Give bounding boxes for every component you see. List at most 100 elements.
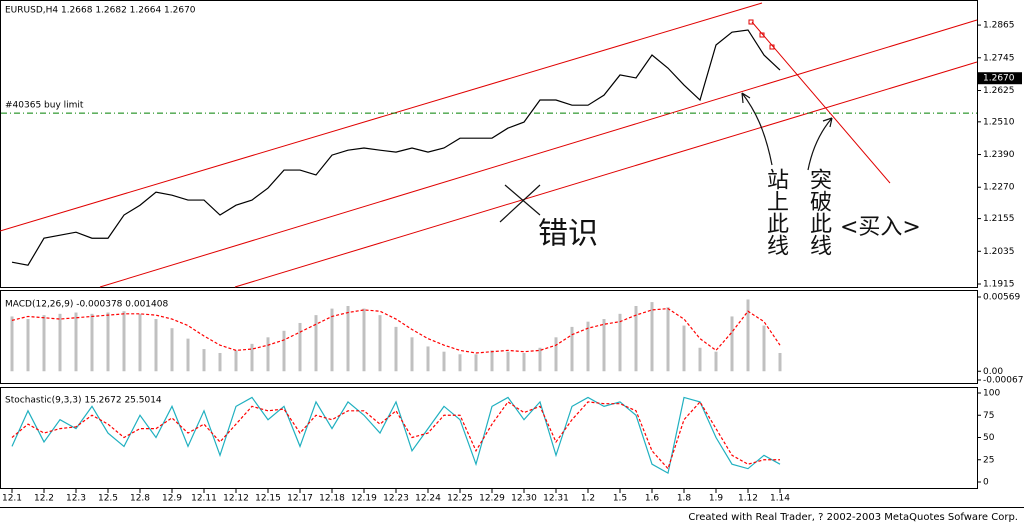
y-tick-label: 1.2035 xyxy=(983,247,1015,257)
histogram-bar xyxy=(682,325,686,372)
x-tick-label: 12.17 xyxy=(287,494,313,504)
histogram-bar xyxy=(378,315,382,372)
histogram-bar xyxy=(410,337,414,372)
y-tick-label: 100 xyxy=(983,389,1000,399)
histogram-bar xyxy=(266,337,270,372)
y-tick-label: 1.2270 xyxy=(983,183,1015,193)
histogram-bar xyxy=(170,328,174,372)
x-tick-label: 1.9 xyxy=(709,494,724,504)
panel-title: MACD(12,26,9) -0.000378 0.001408 xyxy=(5,300,168,310)
x-tick-label: 12.1 xyxy=(2,494,22,504)
y-tick-label: -0.00067 xyxy=(983,376,1023,386)
histogram-bar xyxy=(394,326,398,372)
series-line xyxy=(11,396,781,475)
panel-title: EURUSD,H4 1.2668 1.2682 1.2664 1.2670 xyxy=(5,6,196,16)
histogram-bar xyxy=(506,351,510,372)
price-box xyxy=(978,72,1022,85)
annotation: 站上此线 xyxy=(763,168,789,256)
x-tick-label: 12.8 xyxy=(130,494,150,504)
histogram-bar xyxy=(218,352,222,372)
channel-upper xyxy=(0,2,763,232)
histogram-bar xyxy=(762,325,766,372)
annotation: 错识 xyxy=(538,217,598,252)
histogram-bar xyxy=(362,308,366,372)
y-tick-label: 1.1915 xyxy=(983,280,1015,290)
histogram-bar xyxy=(90,313,94,372)
x-tick-label: 12.23 xyxy=(383,494,409,504)
histogram-bar xyxy=(474,354,478,372)
histogram-bar xyxy=(490,350,494,372)
x-tick-label: 1.2 xyxy=(581,494,595,504)
histogram-bar xyxy=(586,321,590,372)
histogram-bar xyxy=(250,343,254,372)
y-tick-label: 0.00569 xyxy=(983,293,1020,303)
histogram-bar xyxy=(298,322,302,372)
x-tick-label: 1.12 xyxy=(738,494,758,504)
histogram-bar xyxy=(26,319,30,372)
x-tick-label: 12.19 xyxy=(351,494,377,504)
histogram-bar xyxy=(186,338,190,372)
histogram-bar xyxy=(714,351,718,372)
histogram-bar xyxy=(426,346,430,372)
histogram-bar xyxy=(666,307,670,372)
x-tick-label: 12.24 xyxy=(415,494,441,504)
y-tick-label: 1.2390 xyxy=(983,150,1015,160)
histogram-bar xyxy=(458,354,462,372)
y-tick-label: 75 xyxy=(983,411,994,421)
x-tick-label: 12.29 xyxy=(479,494,505,504)
annotation: 突破此线 xyxy=(806,168,832,256)
histogram-bar xyxy=(346,306,350,372)
main-frame xyxy=(0,0,978,288)
y-tick-label: 50 xyxy=(983,433,995,443)
x-tick-label: 1.14 xyxy=(770,494,790,504)
histogram-bar xyxy=(746,299,750,372)
histogram-bar xyxy=(634,306,638,372)
annotation: <买入> xyxy=(840,215,921,240)
y-tick-label: 1.2155 xyxy=(983,214,1015,224)
x-tick-label: 12.18 xyxy=(319,494,345,504)
panel-title: Stochastic(9,3,3) 15.2672 25.5014 xyxy=(5,396,162,406)
x-tick-label: 12.11 xyxy=(191,494,217,504)
channel-lines xyxy=(0,2,978,288)
x-tick-label: 1.6 xyxy=(645,494,660,504)
x-tick-label: 12.5 xyxy=(98,494,118,504)
y-tick-label: 25 xyxy=(983,455,994,465)
x-tick-label: 12.15 xyxy=(255,494,281,504)
arrow xyxy=(807,117,833,171)
y-tick-label: 1.2865 xyxy=(983,21,1015,31)
macd-frame xyxy=(0,290,978,384)
histogram-bar xyxy=(570,326,574,372)
y-tick-label: 1.2745 xyxy=(983,53,1015,63)
histogram-bar xyxy=(74,312,78,372)
x-tick-label: 12.3 xyxy=(66,494,86,504)
y-tick-label: 0.00 xyxy=(983,367,1003,377)
histogram-bar xyxy=(730,316,734,372)
histogram-bar xyxy=(10,316,14,372)
marker xyxy=(769,44,775,50)
histogram-bar xyxy=(650,302,654,372)
channel-lower xyxy=(234,61,978,288)
histogram-bar xyxy=(602,319,606,372)
histogram-bar xyxy=(42,315,46,372)
histogram-bar xyxy=(234,350,238,372)
channel-middle xyxy=(99,19,978,288)
order-label: #40365 buy limit xyxy=(5,101,84,111)
histogram-bar xyxy=(698,347,702,372)
x-tick-label: 1.5 xyxy=(613,494,627,504)
arrow xyxy=(741,92,773,166)
series-line xyxy=(11,308,781,354)
histogram-bar xyxy=(282,330,286,372)
histogram-bar xyxy=(314,315,318,372)
price-label: 1.2670 xyxy=(983,74,1015,84)
x-tick-label: 12.31 xyxy=(543,494,569,504)
x-tick-label: 1.8 xyxy=(677,494,692,504)
histogram-bar xyxy=(330,308,334,372)
x-tick-label: 12.12 xyxy=(223,494,249,504)
histogram-bar xyxy=(106,312,110,372)
histogram-bar xyxy=(538,347,542,372)
histogram-bar xyxy=(618,313,622,372)
hand-marks xyxy=(499,92,833,223)
